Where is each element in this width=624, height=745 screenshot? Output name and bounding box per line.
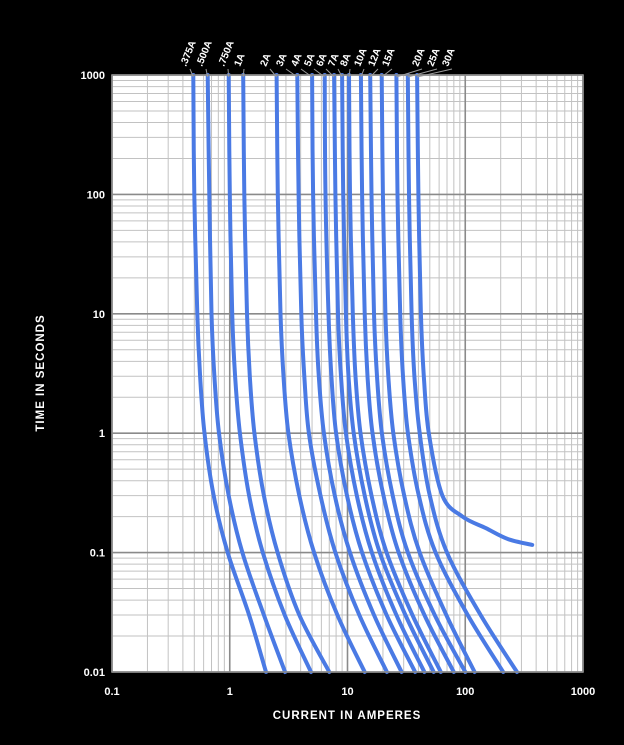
label-leader-line [242, 68, 245, 78]
fuse-curve-10A [358, 73, 456, 674]
fuse-curve-20A [394, 73, 506, 674]
fuse-curve-8A [347, 73, 443, 674]
y-tick-label-0.01: 0.01 [84, 667, 105, 679]
curve-label-2A: 2A [259, 52, 274, 68]
x-tick-label-100: 100 [456, 686, 474, 698]
plot-frame [111, 74, 584, 673]
curve-label-25A: 25A [426, 47, 443, 68]
curve-label-7A: 7A [327, 52, 342, 68]
label-leader-line [360, 68, 365, 78]
fuse-curve-6A [332, 73, 427, 674]
label-leader-line [337, 68, 343, 78]
y-tick-label-0.1: 0.1 [90, 548, 105, 560]
fuse-curve-12A [368, 73, 468, 674]
y-tick-label-1: 1 [99, 428, 105, 440]
curve-label-4A: 4A [290, 52, 305, 68]
label-leader-line [407, 68, 438, 78]
fuse-curve-25A [405, 73, 519, 674]
x-tick-label-10: 10 [341, 686, 353, 698]
y-tick-label-10: 10 [93, 309, 105, 321]
fuse-curve-30A [415, 73, 535, 547]
label-leader-line [381, 68, 393, 78]
label-leader-line [227, 68, 230, 78]
x-tick-label-1000: 1000 [571, 686, 595, 698]
label-leader-line [300, 68, 313, 78]
fuse-curve-15A [379, 73, 477, 674]
fuse-curve-5A [322, 73, 418, 674]
curve-label-8A: 8A [339, 52, 354, 68]
x-tick-label-0.1: 0.1 [104, 686, 119, 698]
curve-label-5A: 5A [303, 52, 318, 68]
fuse-curve-4A [310, 73, 404, 674]
fuse-curve-.375A [191, 73, 268, 674]
y-tick-label-1000: 1000 [81, 70, 105, 82]
fuse-curve-7A [340, 73, 436, 674]
label-leader-line [348, 68, 351, 78]
label-leader-line [205, 68, 209, 78]
y-tick-label-100: 100 [87, 189, 105, 201]
label-leader-line [313, 68, 325, 78]
fuse-curve-1A [241, 73, 332, 674]
x-tick-label-1: 1 [227, 686, 233, 698]
curve-label-20A: 20A [411, 47, 428, 68]
fuse-curve-3A [295, 73, 389, 674]
y-axis-title: TIME IN SECONDS [35, 314, 47, 431]
label-leader-line [189, 68, 194, 78]
curve-label-15A: 15A [381, 47, 398, 68]
label-leader-line [396, 68, 423, 78]
label-leader-line [325, 68, 335, 78]
label-leader-line [369, 68, 379, 78]
curve-label-3A: 3A [275, 52, 290, 68]
curve-label-6A: 6A [315, 52, 330, 68]
curve-label-30A: 30A [441, 47, 458, 68]
label-leader-line [416, 68, 453, 78]
fuse-curve-.500A [205, 73, 288, 674]
x-axis-title: CURRENT IN AMPERES [273, 710, 422, 722]
curve-label-1A: 1A [233, 52, 248, 68]
fuse-curve-2A [274, 73, 367, 674]
label-leader-line [285, 68, 298, 78]
label-leader-line [269, 68, 277, 78]
fuse-curve-.750A [226, 73, 313, 674]
